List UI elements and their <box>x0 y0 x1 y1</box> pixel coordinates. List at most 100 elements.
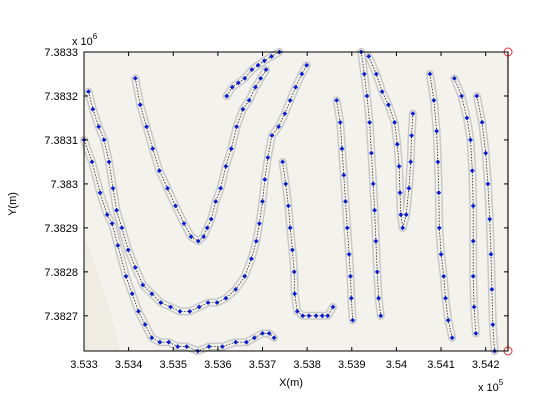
plot-frame <box>83 51 509 352</box>
data-point <box>142 322 148 328</box>
data-point <box>234 124 240 130</box>
data-point <box>299 71 305 77</box>
data-point <box>443 295 448 301</box>
data-point <box>459 93 465 99</box>
path-link <box>454 78 477 334</box>
data-point <box>168 304 174 310</box>
data-point <box>293 84 299 90</box>
data-point <box>487 216 493 222</box>
data-point <box>364 93 370 99</box>
data-point <box>285 203 291 209</box>
data-point <box>409 133 415 138</box>
data-point <box>137 102 143 108</box>
path-link <box>336 100 354 321</box>
data-point <box>427 71 433 77</box>
data-point <box>218 185 224 191</box>
data-point <box>208 216 214 222</box>
data-point <box>471 304 477 310</box>
data-point <box>289 247 295 253</box>
data-point <box>406 185 412 191</box>
x-tick-label: 3.536 <box>204 359 232 371</box>
y-tick-label: 7.3831 <box>44 135 78 147</box>
data-point <box>339 146 345 152</box>
data-point <box>370 181 376 187</box>
data-point <box>246 97 252 103</box>
data-point <box>379 89 385 95</box>
data-point <box>464 115 470 121</box>
data-point <box>474 93 480 99</box>
data-point <box>132 75 138 81</box>
data-point <box>394 141 400 147</box>
data-point <box>350 317 356 323</box>
data-point <box>431 97 437 103</box>
axis-ticks: 3.533 3.534 3.535 3.536 3.537 3.538 3.539 3.54 3… <box>44 47 508 371</box>
x-tick-label: 3.535 <box>159 359 187 371</box>
path-link <box>134 69 267 242</box>
data-point <box>280 159 286 165</box>
data-point <box>110 185 116 191</box>
data-point <box>346 251 352 257</box>
data-point <box>123 273 129 279</box>
data-point <box>242 75 248 81</box>
data-point <box>114 207 120 213</box>
data-point <box>400 225 406 231</box>
data-point <box>256 221 262 226</box>
x-tick-label: 3.533 <box>70 359 98 371</box>
data-point <box>201 234 207 240</box>
data-point <box>468 137 473 143</box>
data-point <box>109 221 115 226</box>
data-point <box>408 159 414 165</box>
data-point <box>470 238 476 244</box>
data-point <box>261 58 267 64</box>
data-point <box>252 335 257 341</box>
data-point <box>86 89 91 95</box>
data-point <box>177 308 183 314</box>
x-tick-label: 3.539 <box>338 359 366 371</box>
data-point <box>451 75 457 81</box>
data-point <box>242 273 248 279</box>
data-point <box>205 300 211 306</box>
data-point <box>97 190 103 196</box>
x-tick-label: 3.542 <box>472 359 500 371</box>
data-point <box>397 190 403 196</box>
data-point <box>96 124 102 130</box>
y-tick-label: 7.3828 <box>44 267 78 279</box>
x-axis-label: X(m) <box>279 377 303 389</box>
x-tick-label: 3.538 <box>293 359 321 371</box>
data-point <box>435 159 441 165</box>
data-point <box>101 137 107 143</box>
data-point <box>488 251 494 257</box>
data-point <box>196 304 202 310</box>
data-point <box>149 291 155 297</box>
data-point <box>282 111 288 117</box>
data-point <box>255 62 261 68</box>
y-axis-multiplier: x 106 <box>72 32 98 48</box>
data-point <box>233 286 239 292</box>
data-point <box>187 308 193 314</box>
data-point <box>149 335 155 341</box>
data-point <box>283 181 289 187</box>
data-point <box>104 212 110 218</box>
data-point <box>403 212 409 218</box>
data-point <box>396 163 402 169</box>
path-link <box>88 65 308 312</box>
y-tick-label: 7.383 <box>50 179 78 191</box>
data-point <box>260 199 265 204</box>
data-point <box>438 251 444 257</box>
data-point <box>106 159 112 165</box>
x-tick-label: 3.537 <box>249 359 277 371</box>
terrain-patch <box>84 236 120 351</box>
data-point <box>376 295 382 301</box>
data-point <box>90 106 96 112</box>
data-point <box>485 181 491 187</box>
x-tick-label: 3.534 <box>115 359 143 371</box>
data-point <box>445 317 451 323</box>
y-tick-label: 7.3832 <box>44 91 78 103</box>
path-link <box>282 161 334 317</box>
y-axis-label: Y(m) <box>7 192 19 216</box>
data-point <box>287 225 293 231</box>
data-point <box>304 62 310 68</box>
data-point <box>436 190 442 196</box>
data-point <box>265 155 271 160</box>
